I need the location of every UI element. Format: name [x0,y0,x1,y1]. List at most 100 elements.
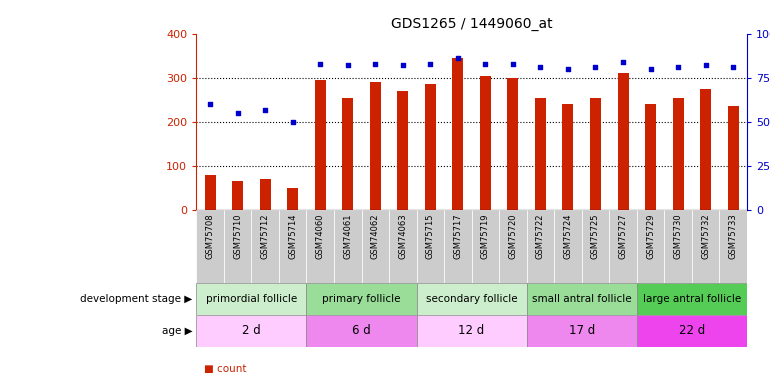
Bar [692,210,719,283]
Point [699,63,711,69]
Bar [287,188,298,210]
Bar [554,210,582,283]
Bar [232,182,243,210]
Point [342,63,354,69]
Point [452,56,464,62]
Text: GSM75732: GSM75732 [701,214,710,259]
Bar [196,315,306,347]
Bar [306,283,417,315]
Bar [196,210,224,283]
Bar [581,210,609,283]
Text: large antral follicle: large antral follicle [643,294,741,304]
Bar [471,210,499,283]
Bar [728,106,738,210]
Text: development stage ▶: development stage ▶ [80,294,192,304]
Bar [417,315,527,347]
Point [204,101,216,107]
Point [617,59,629,65]
Bar [362,210,389,283]
Text: 17 d: 17 d [568,324,595,338]
Text: small antral follicle: small antral follicle [532,294,631,304]
Bar [425,84,436,210]
Bar [224,210,251,283]
Bar [417,210,444,283]
Point [589,64,601,70]
Text: 6 d: 6 d [352,324,371,338]
Point [286,119,299,125]
Bar [719,210,747,283]
Bar [334,210,361,283]
Point [314,61,326,67]
Bar [645,104,656,210]
Bar [700,89,711,210]
Point [397,63,409,69]
Bar [417,283,527,315]
Point [369,61,381,67]
Point [562,66,574,72]
Point [507,61,519,67]
Bar [444,210,471,283]
Text: GSM75714: GSM75714 [288,214,297,259]
Bar [370,82,381,210]
Text: GSM75717: GSM75717 [454,214,462,259]
Bar [562,104,574,210]
Text: primordial follicle: primordial follicle [206,294,297,304]
Text: 12 d: 12 d [458,324,485,338]
Text: primary follicle: primary follicle [323,294,400,304]
Bar [259,179,271,210]
Title: GDS1265 / 1449060_at: GDS1265 / 1449060_at [391,17,552,32]
Bar [315,80,326,210]
Text: GSM74063: GSM74063 [398,214,407,259]
Bar [590,98,601,210]
Bar [527,210,554,283]
Bar [205,175,216,210]
Bar [306,315,417,347]
Bar [251,210,279,283]
Point [534,64,547,70]
Text: GSM74062: GSM74062 [371,214,380,259]
Text: GSM75724: GSM75724 [564,214,572,259]
Bar [452,58,464,210]
Text: GSM75725: GSM75725 [591,214,600,259]
Bar [342,98,353,210]
Bar [527,315,637,347]
Text: GSM75729: GSM75729 [646,214,655,259]
Text: GSM75720: GSM75720 [508,214,517,259]
Bar [389,210,417,283]
Text: GSM75715: GSM75715 [426,214,435,259]
Bar [499,210,527,283]
Text: ■ count: ■ count [204,364,246,374]
Point [672,64,685,70]
Bar [507,78,518,210]
Bar [665,210,692,283]
Bar [279,210,306,283]
Point [727,64,739,70]
Point [232,110,244,116]
Text: secondary follicle: secondary follicle [426,294,517,304]
Point [424,61,437,67]
Text: GSM75730: GSM75730 [674,214,682,259]
Text: GSM74061: GSM74061 [343,214,352,259]
Text: GSM74060: GSM74060 [316,214,325,259]
Point [259,106,271,112]
Text: GSM75727: GSM75727 [618,214,628,259]
Text: GSM75710: GSM75710 [233,214,242,259]
Text: GSM75719: GSM75719 [481,214,490,259]
Bar [609,210,637,283]
Text: GSM75712: GSM75712 [261,214,270,259]
Bar [637,315,747,347]
Text: GSM75708: GSM75708 [206,214,215,259]
Bar [397,91,408,210]
Bar [637,283,747,315]
Bar [527,283,637,315]
Text: GSM75733: GSM75733 [728,214,738,260]
Bar [672,98,684,210]
Text: 22 d: 22 d [678,324,705,338]
Bar [480,76,491,210]
Bar [535,98,546,210]
Point [479,61,491,67]
Bar [196,283,306,315]
Point [644,66,657,72]
Text: 2 d: 2 d [242,324,261,338]
Bar [306,210,334,283]
